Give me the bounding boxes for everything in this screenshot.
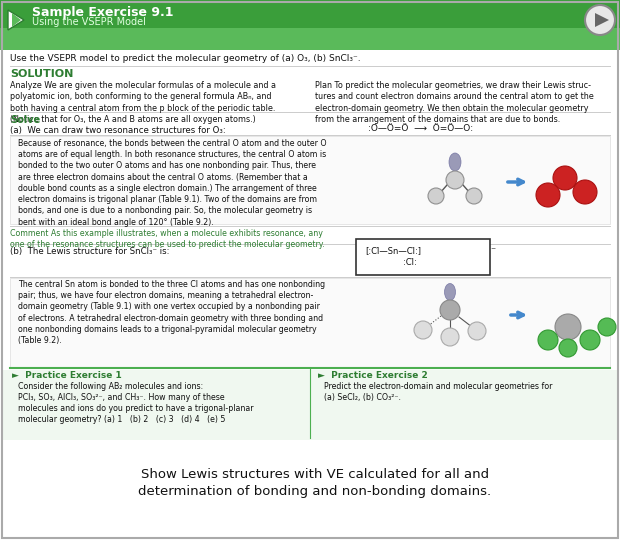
Text: [:Cl̇—Sn—Cl̇:]: [:Cl̇—Sn—Cl̇:] [365,246,421,255]
Text: Predict the electron-domain and molecular geometries for
(a) SeCl₂, (b) CO₃²⁻.: Predict the electron-domain and molecula… [324,382,552,402]
Circle shape [555,314,581,340]
FancyBboxPatch shape [2,370,618,440]
Text: Consider the following AB₂ molecules and ions:
PCl₃, SO₃, AlCl₃, SO₃²⁻, and CH₃⁻: Consider the following AB₂ molecules and… [18,382,254,424]
FancyBboxPatch shape [10,278,610,367]
Polygon shape [595,13,609,27]
Text: Solve: Solve [10,115,40,125]
FancyBboxPatch shape [10,136,610,224]
Text: O: O [471,192,477,200]
Text: (a)  We can draw two resonance structures for O₃:: (a) We can draw two resonance structures… [10,126,226,135]
Text: Cl: Cl [419,326,427,334]
Circle shape [536,183,560,207]
Circle shape [585,5,615,35]
Text: Because of resonance, the bonds between the central O atom and the outer O
atoms: Because of resonance, the bonds between … [18,139,327,227]
Text: SOLUTION: SOLUTION [10,69,73,79]
Circle shape [559,339,577,357]
FancyBboxPatch shape [2,441,618,538]
Circle shape [573,180,597,204]
Circle shape [468,322,486,340]
FancyBboxPatch shape [0,0,620,50]
Polygon shape [12,13,21,27]
Text: Sample Exercise 9.1: Sample Exercise 9.1 [32,6,174,19]
Text: Plan To predict the molecular geometries, we draw their Lewis struc-
tures and c: Plan To predict the molecular geometries… [315,81,594,124]
Text: Show Lewis structures with VE calculated for all and
determination of bonding an: Show Lewis structures with VE calculated… [138,468,492,498]
Circle shape [414,321,432,339]
Text: :Cl̇:: :Cl̇: [403,258,417,267]
Text: O: O [452,176,458,185]
Circle shape [580,330,600,350]
Text: Cl: Cl [473,327,480,335]
Text: Cl: Cl [446,333,454,341]
Text: :Ȯ—Ö=Ö  ⟶  Ö=Ö—Ȯ:: :Ȯ—Ö=Ö ⟶ Ö=Ö—Ȯ: [368,124,473,133]
Text: Sn: Sn [445,306,455,314]
Circle shape [466,188,482,204]
FancyBboxPatch shape [356,239,490,275]
Text: ►  Practice Exercise 2: ► Practice Exercise 2 [318,371,428,380]
Text: Using the VSEPR Model: Using the VSEPR Model [32,17,146,27]
Circle shape [553,166,577,190]
Ellipse shape [449,153,461,171]
Circle shape [538,330,558,350]
Circle shape [441,328,459,346]
Text: (b)  The Lewis structure for SnCl₃⁻ is:: (b) The Lewis structure for SnCl₃⁻ is: [10,247,169,256]
Ellipse shape [445,284,456,300]
Text: Comment As this example illustrates, when a molecule exhibits resonance, any
one: Comment As this example illustrates, whe… [10,229,325,249]
FancyBboxPatch shape [0,28,620,50]
Text: O: O [433,192,440,200]
Text: ⁻: ⁻ [490,246,495,256]
Text: Sn: Sn [563,322,573,332]
Circle shape [598,318,616,336]
Circle shape [440,300,460,320]
Text: Use the VSEPR model to predict the molecular geometry of (a) O₃, (b) SnCl₃⁻.: Use the VSEPR model to predict the molec… [10,54,361,63]
Polygon shape [8,10,24,30]
Circle shape [428,188,444,204]
Text: Analyze We are given the molecular formulas of a molecule and a
polyatomic ion, : Analyze We are given the molecular formu… [10,81,276,124]
Text: ►  Practice Exercise 1: ► Practice Exercise 1 [12,371,122,380]
Circle shape [446,171,464,189]
Text: The central Sn atom is bonded to the three Cl atoms and has one nonbonding
pair;: The central Sn atom is bonded to the thr… [18,280,325,345]
